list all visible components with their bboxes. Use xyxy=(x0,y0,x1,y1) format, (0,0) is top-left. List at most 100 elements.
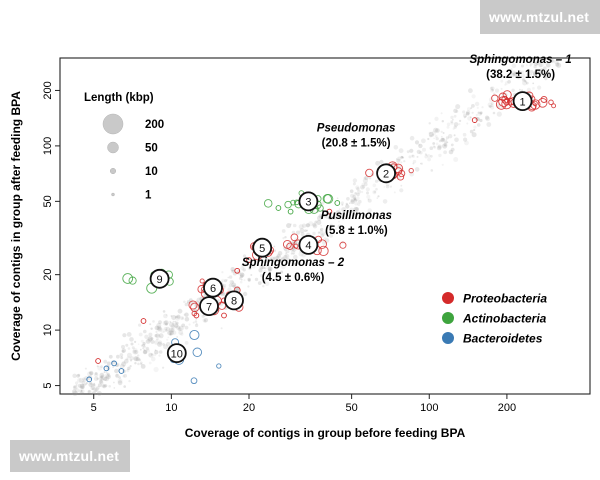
background-contig-point xyxy=(418,143,423,149)
background-contig-point xyxy=(140,363,143,366)
background-contig-point xyxy=(172,330,177,335)
contig-point xyxy=(140,318,147,324)
background-contig-point xyxy=(529,64,532,67)
background-contig-point xyxy=(289,223,292,226)
background-contig-point xyxy=(542,73,547,78)
y-tick-label: 50 xyxy=(42,195,54,207)
background-contig-point xyxy=(471,132,477,138)
background-contig-point xyxy=(416,149,421,154)
background-contig-point xyxy=(444,140,448,144)
background-contig-point xyxy=(444,144,446,147)
background-contig-point xyxy=(412,162,415,165)
background-contig-point xyxy=(329,215,334,220)
contig-point-group-1 xyxy=(548,99,554,106)
x-axis: 5 10 20 50 100 200 xyxy=(91,394,516,414)
background-contig-point xyxy=(354,192,357,195)
background-contig-point xyxy=(138,332,143,337)
background-contig-point xyxy=(194,323,199,328)
x-axis-label: Coverage of contigs in group before feed… xyxy=(185,426,466,440)
background-contig-point xyxy=(100,377,104,381)
background-contig-point xyxy=(455,110,459,113)
background-contig-point xyxy=(117,380,123,386)
x-tick-label: 50 xyxy=(346,402,358,414)
background-contig-point xyxy=(345,204,350,209)
background-contig-point xyxy=(425,154,428,156)
background-contig-point xyxy=(440,135,443,138)
background-contig-point xyxy=(441,137,445,141)
background-contig-point xyxy=(143,329,147,334)
background-contig-point xyxy=(521,78,525,82)
background-contig-point xyxy=(428,131,434,137)
background-contig-point xyxy=(358,199,362,204)
background-contig-point xyxy=(227,287,232,292)
background-contig-point xyxy=(290,252,293,255)
background-contig-point xyxy=(96,385,100,390)
background-contig-point xyxy=(87,390,91,394)
background-contig-point xyxy=(353,197,357,201)
background-contig-point xyxy=(414,167,420,172)
background-contig-point xyxy=(134,340,137,343)
background-contig-point xyxy=(353,192,358,196)
background-contig-point xyxy=(319,229,322,231)
annotation-abundance: (20.8 ± 1.5%) xyxy=(322,137,391,149)
group-number-2: 2 xyxy=(383,169,389,181)
background-contig-point xyxy=(323,210,326,213)
background-contig-point xyxy=(168,327,174,333)
background-contig-point xyxy=(264,267,267,270)
background-contig-point xyxy=(301,223,307,228)
background-contig-point xyxy=(99,376,103,381)
background-contig-point xyxy=(485,116,491,122)
background-contig-point xyxy=(188,323,191,326)
background-contig-point xyxy=(158,333,164,339)
background-contig-point xyxy=(441,163,444,166)
y-tick-label: 5 xyxy=(42,383,54,389)
background-contig-point xyxy=(317,215,323,221)
background-contig-point xyxy=(427,157,431,162)
background-contig-point xyxy=(341,207,347,213)
background-contig-point xyxy=(329,233,333,238)
background-contig-point xyxy=(555,62,560,67)
background-contig-point xyxy=(156,322,162,328)
background-contig-point xyxy=(133,356,139,361)
background-contig-point xyxy=(544,76,548,81)
background-contig-point xyxy=(434,116,439,121)
background-contig-point xyxy=(88,389,91,393)
background-contig-point xyxy=(222,292,227,297)
background-contig-point xyxy=(325,215,329,219)
background-contig-point xyxy=(338,208,341,211)
background-contig-point xyxy=(450,121,454,125)
background-contig-point xyxy=(221,271,224,274)
background-contig-point xyxy=(130,342,134,346)
background-contig-point xyxy=(403,160,406,163)
background-contig-point xyxy=(148,361,152,365)
background-contig-point xyxy=(114,368,119,374)
background-contig-point xyxy=(228,283,233,288)
background-contig-point xyxy=(158,350,163,354)
background-contig-point xyxy=(143,345,146,348)
background-contig-point xyxy=(490,86,495,91)
background-contig-point xyxy=(550,59,555,63)
background-contig-point xyxy=(327,216,331,220)
background-contig-point xyxy=(373,190,377,194)
y-tick-label: 200 xyxy=(42,81,54,99)
color-legend-swatch xyxy=(442,332,454,344)
background-contig-point xyxy=(409,148,414,153)
background-contig-point xyxy=(488,104,492,108)
background-contig-point xyxy=(169,321,172,323)
background-contig-point xyxy=(335,215,339,219)
contig-point-group-10 xyxy=(190,377,198,385)
background-contig-point xyxy=(477,111,480,114)
background-contig-point xyxy=(362,185,366,189)
background-contig-point xyxy=(134,362,137,365)
background-contig-point xyxy=(526,73,530,76)
background-contig-point xyxy=(385,182,390,187)
background-contig-point xyxy=(77,373,81,377)
background-contig-point xyxy=(172,320,175,323)
background-contig-point xyxy=(504,81,509,85)
background-contig-point xyxy=(374,179,379,183)
background-contig-point xyxy=(432,145,436,148)
background-contig-point xyxy=(126,332,132,337)
group-marker-10 xyxy=(166,343,187,364)
watermark-top: www.mtzul.net xyxy=(480,0,600,34)
background-contig-point xyxy=(346,197,350,201)
